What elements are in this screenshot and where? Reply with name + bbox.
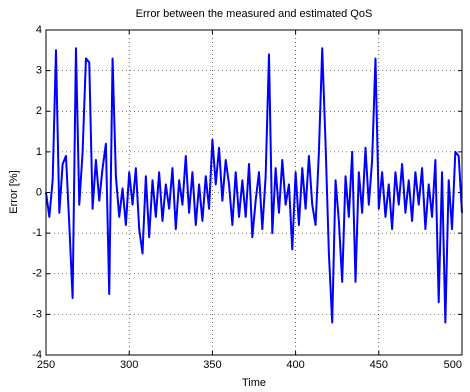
x-tick-label: 350 <box>203 359 221 371</box>
y-tick-label: 1 <box>36 146 42 158</box>
x-tick-label: 250 <box>37 359 55 371</box>
chart-title: Error between the measured and estimated… <box>136 8 373 20</box>
data-line <box>45 47 463 324</box>
x-tick-label: 300 <box>120 359 138 371</box>
y-tick-label: 0 <box>36 186 42 198</box>
y-tick-label: 4 <box>36 24 42 36</box>
y-tick-label: -3 <box>32 308 42 320</box>
x-tick-label: 400 <box>286 359 304 371</box>
y-axis-label: Error [%] <box>8 170 20 213</box>
y-tick-label: 3 <box>36 65 42 77</box>
x-tick-label: 500 <box>444 359 462 371</box>
x-axis-label: Time <box>242 377 266 389</box>
y-tick-label: 2 <box>36 105 42 117</box>
y-tick-label: -1 <box>32 227 42 239</box>
axes-box <box>45 29 463 356</box>
y-tick-label: -4 <box>32 349 42 361</box>
y-tick-label: -2 <box>32 268 42 280</box>
x-tick-label: 450 <box>370 359 388 371</box>
